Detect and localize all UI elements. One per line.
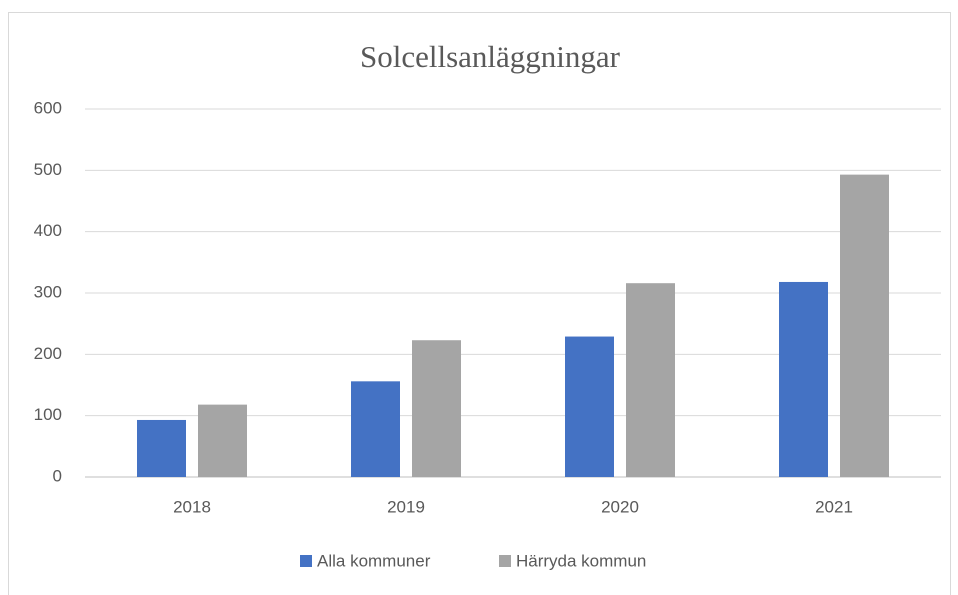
bar [565,336,614,477]
y-tick-label: 600 [34,98,62,117]
legend-swatch [499,555,511,567]
legend-swatch [300,555,312,567]
legend-label: Härryda kommun [516,551,646,570]
y-tick-label: 300 [34,282,62,301]
bar [840,174,889,478]
bar [779,281,828,477]
y-tick-label: 400 [34,221,62,240]
legend-label: Alla kommuner [317,551,431,570]
chart-title: Solcellsanläggningar [360,39,621,74]
x-tick-label: 2020 [601,497,639,516]
y-tick-label: 100 [34,405,62,424]
y-tick-label: 500 [34,160,62,179]
bar [351,381,400,477]
bar [137,419,186,477]
y-tick-label: 200 [34,344,62,363]
bar [198,404,247,477]
x-tick-label: 2021 [815,497,853,516]
x-tick-label: 2019 [387,497,425,516]
y-tick-label: 0 [53,466,62,485]
x-tick-label: 2018 [173,497,211,516]
bar [626,283,675,477]
bar [412,340,461,477]
